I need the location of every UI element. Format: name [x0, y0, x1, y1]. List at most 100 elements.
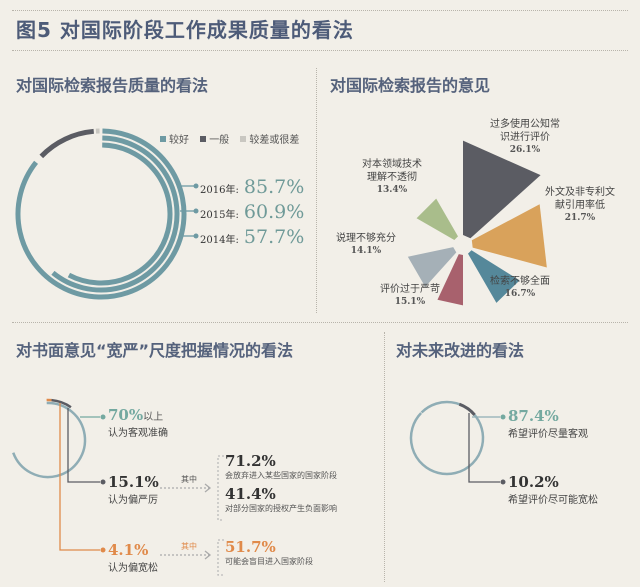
value-label: 60.9% — [243, 201, 305, 223]
connector-line — [67, 408, 100, 483]
page-title: 图5 对国际阶段工作成果质量的看法 — [16, 18, 354, 42]
slice-label: 说理不够充分 14.1% — [326, 232, 406, 258]
slice-label: 对本领域技术 理解不透彻 13.4% — [352, 158, 432, 197]
value-label: 57.7% — [243, 226, 305, 248]
rose-petal-5 — [416, 198, 458, 240]
item-strict: 15.1% 认为偏严厉 — [108, 472, 159, 506]
legend-swatch — [240, 136, 247, 142]
section-title-future: 对未来改进的看法 — [396, 341, 525, 360]
rose-petal-3 — [437, 254, 463, 306]
detail-value: 51.7% — [225, 538, 276, 556]
bracket — [217, 539, 224, 576]
item-value: 10.2% — [508, 473, 559, 491]
detail-desc: 可能会盲目进入国家阶段 — [225, 557, 313, 566]
arc-objective — [12, 401, 87, 479]
series-label-2015: 2015年: 60.9% — [200, 201, 304, 223]
item-desc: 认为偏宽松 — [108, 563, 158, 574]
item-loose-future: 10.2% 希望评价尽可能宽松 — [508, 472, 598, 506]
slice-label-text: 献引用率低 — [555, 200, 605, 211]
slice-value: 21.7% — [564, 213, 596, 223]
arc-objective — [409, 400, 485, 476]
slice-label: 评价过于严苛 15.1% — [370, 283, 450, 309]
slice-value: 14.1% — [350, 246, 382, 256]
rose-petal-2 — [468, 250, 520, 303]
item-loose: 4.1% 认为偏宽松 — [108, 540, 158, 574]
slice-value: 13.4% — [376, 185, 408, 195]
divider — [12, 322, 628, 323]
detail-value: 71.2% — [225, 452, 276, 470]
detail-value: 41.4% — [225, 485, 276, 503]
item-desc: 认为偏严厉 — [108, 495, 158, 506]
divider — [316, 68, 317, 313]
arc-loose — [458, 402, 476, 416]
legend-label: 一般 — [209, 135, 230, 146]
legend-label: 较差或很差 — [249, 135, 300, 146]
year-label: 2014年: — [200, 235, 239, 246]
divider — [384, 332, 385, 582]
slice-label-text: 说理不够充分 — [336, 233, 396, 244]
ring-average-0 — [39, 128, 95, 159]
ring-good-0 — [15, 128, 187, 300]
detail-block: 71.2% 会放弃进入某些国家的国家阶段 41.4% 对部分国家的授权产生负面影… — [225, 452, 337, 514]
arrow-head — [204, 483, 212, 493]
item-value: 4.1% — [108, 541, 149, 559]
slice-label: 过多使用公知常 识进行评价 26.1% — [480, 118, 570, 157]
among-label: 其中 — [181, 475, 197, 484]
slice-label-text: 外文及非专利文 — [545, 187, 615, 198]
item-value: 87.4% — [508, 407, 559, 425]
among-label: 其中 — [181, 542, 197, 551]
item-desc: 希望评价尽可能宽松 — [508, 495, 598, 506]
ring-good-1 — [51, 135, 180, 293]
connector-dot — [100, 547, 106, 553]
divider — [12, 10, 628, 11]
series-label-2014: 2014年: 57.7% — [200, 226, 304, 248]
bracket — [217, 455, 224, 521]
year-label: 2015年: — [200, 210, 239, 221]
arrow-head — [204, 550, 212, 560]
legend: 较好 一般 较差或很差 — [152, 131, 299, 146]
rose-petal-4 — [407, 247, 457, 287]
slice-label: 外文及非专利文 献引用率低 21.7% — [535, 186, 625, 225]
legend-swatch — [160, 136, 166, 142]
slice-label-text: 评价过于严苛 — [380, 284, 440, 295]
item-objective-future: 87.4% 希望评价尽量客观 — [508, 406, 588, 440]
item-desc: 认为客观准确 — [108, 428, 168, 439]
slice-label: 检索不够全面 16.7% — [480, 275, 560, 301]
slice-value: 15.1% — [394, 297, 426, 307]
connector-dot — [100, 479, 106, 485]
detail-block: 51.7% 可能会盲目进入国家阶段 — [225, 538, 313, 567]
rose-petal-1 — [471, 204, 547, 268]
connector-dot — [500, 479, 506, 485]
ring-good-2 — [67, 142, 173, 286]
slice-label-text: 理解不透彻 — [367, 172, 417, 183]
section-title-report-quality: 对国际检索报告质量的看法 — [16, 76, 209, 95]
item-value: 70% — [108, 406, 144, 424]
slice-value: 26.1% — [509, 145, 541, 155]
connector-line — [59, 403, 100, 551]
item-suffix: 以上 — [143, 412, 164, 423]
section-title-report-opinions: 对国际检索报告的意见 — [330, 76, 491, 95]
series-label-2016: 2016年: 85.7% — [200, 176, 304, 198]
slice-label-text: 过多使用公知常 — [490, 119, 560, 130]
year-label: 2016年: — [200, 185, 239, 196]
connector-dot — [500, 414, 506, 420]
item-objective: 70%以上认为客观准确 — [108, 405, 168, 439]
slice-label-text: 识进行评价 — [500, 132, 550, 143]
slice-label-text: 对本领域技术 — [362, 159, 422, 170]
connector-dot — [193, 183, 199, 189]
slice-label-text: 检索不够全面 — [490, 276, 550, 287]
arc-strict — [51, 398, 72, 409]
legend-swatch — [200, 136, 207, 142]
value-label: 85.7% — [243, 176, 305, 198]
divider — [12, 50, 628, 51]
connector-line — [468, 413, 500, 483]
slice-value: 16.7% — [504, 289, 536, 299]
rose-petal-0 — [463, 140, 541, 239]
connector-dot — [100, 414, 106, 420]
section-title-written-opinion: 对书面意见“宽严”尺度把握情况的看法 — [16, 341, 294, 360]
detail-desc: 会放弃进入某些国家的国家阶段 — [225, 471, 337, 480]
detail-desc: 对部分国家的授权产生负面影响 — [225, 504, 337, 513]
legend-label: 较好 — [169, 135, 189, 146]
connector-dot — [193, 208, 199, 214]
